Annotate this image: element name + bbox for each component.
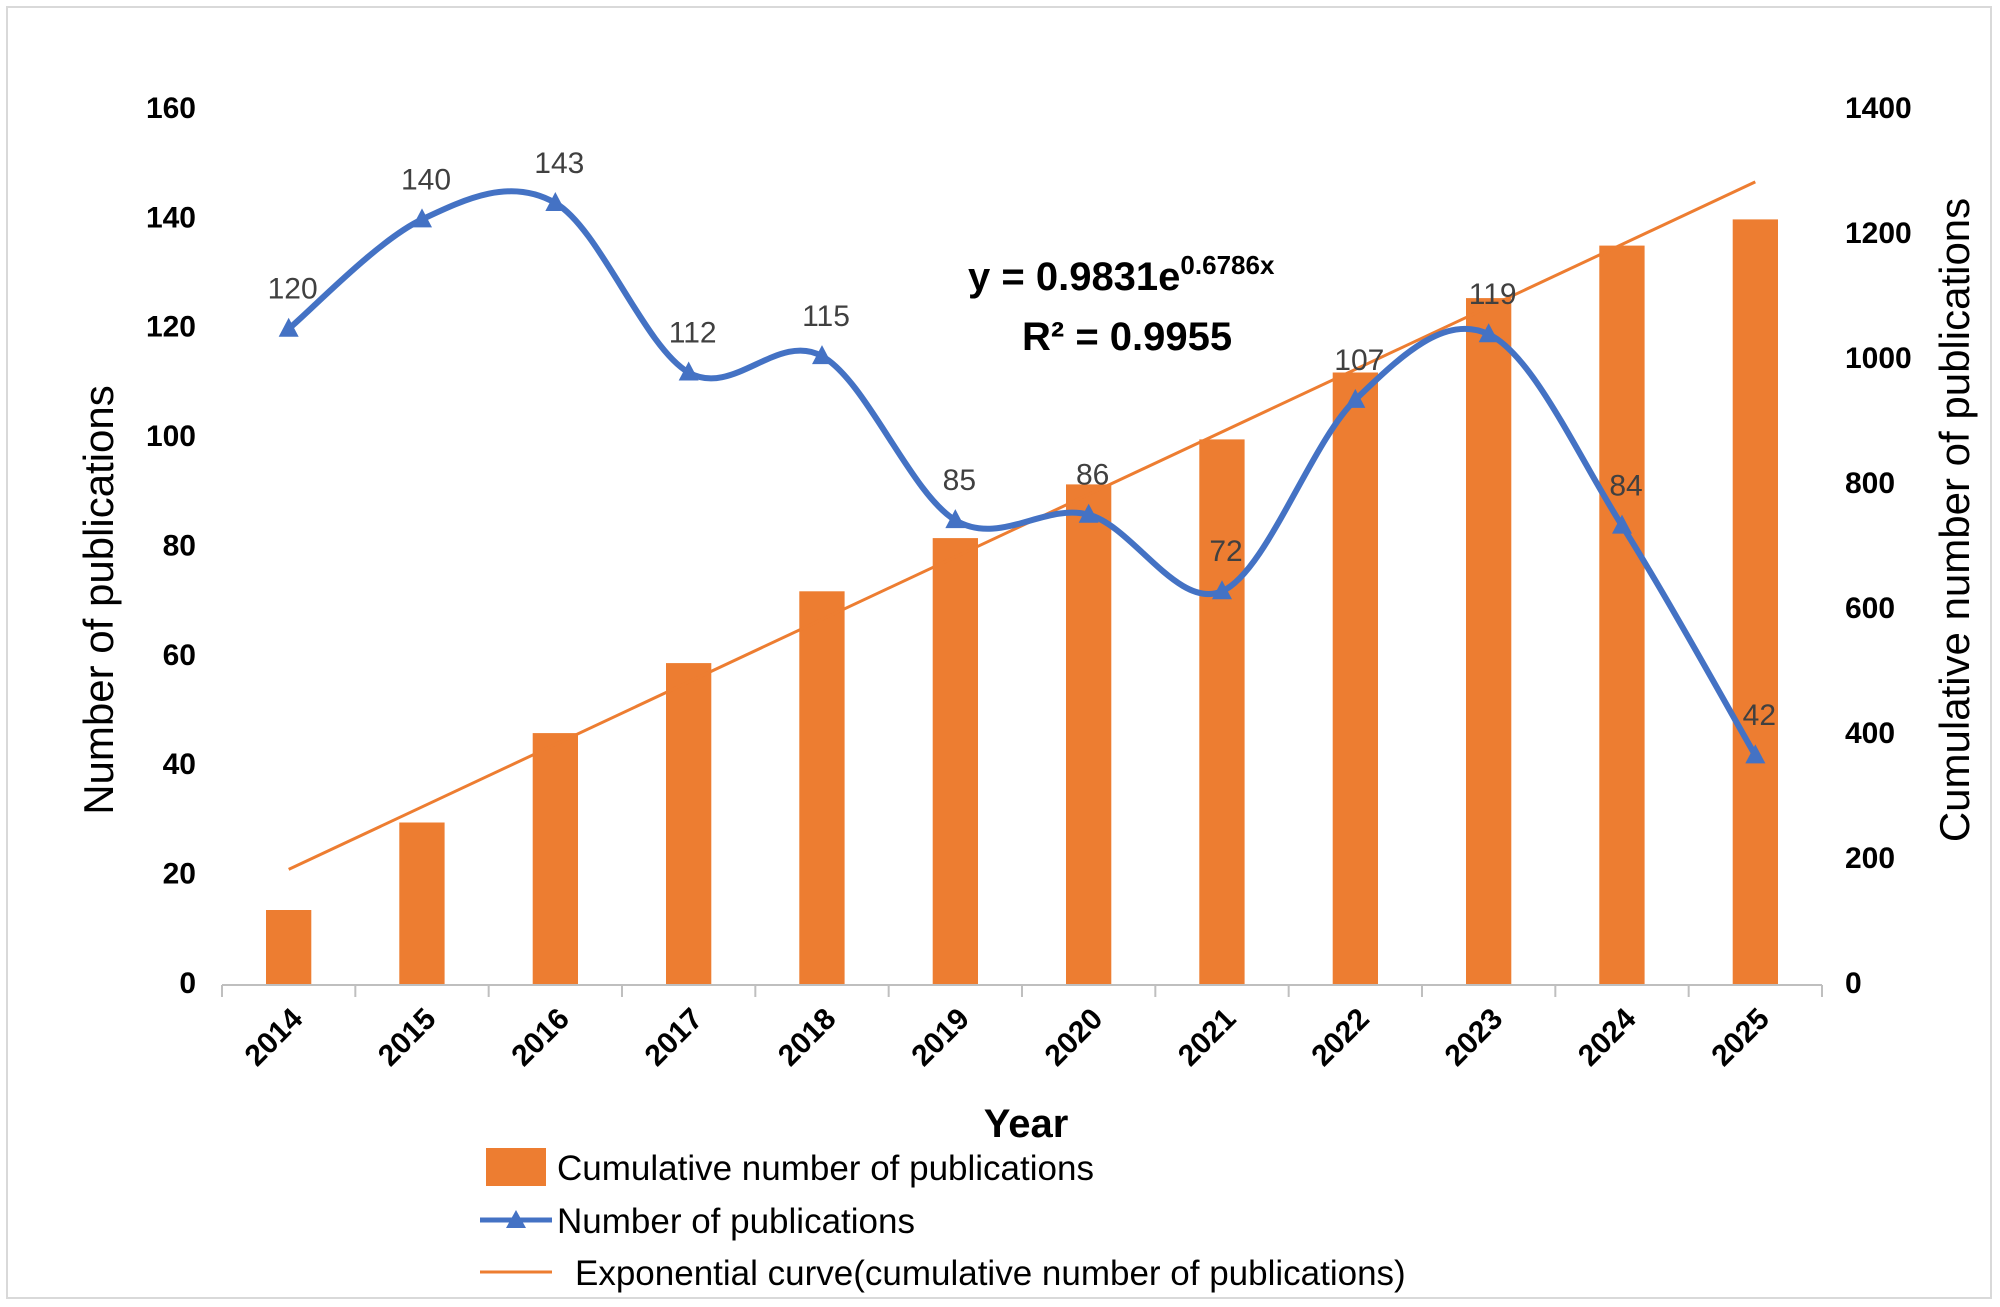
line-series bbox=[278, 188, 1766, 764]
x-tick-label-2025: 2025 bbox=[1705, 1002, 1776, 1073]
y-axis-title: Number of publications bbox=[75, 385, 122, 815]
y2-tick-label-400: 400 bbox=[1845, 717, 1895, 750]
bar-2023 bbox=[1466, 298, 1512, 986]
legend: Cumulative number of publications Number… bbox=[480, 1148, 1406, 1293]
y2-tick-label-1000: 1000 bbox=[1845, 342, 1912, 375]
data-label-2020: 86 bbox=[1076, 459, 1109, 492]
point-2021 bbox=[1212, 580, 1232, 600]
data-labels: 120 140 143 112 115 85 86 72 107 119 84 42 bbox=[268, 147, 1776, 732]
x-tick-label-2018: 2018 bbox=[772, 1002, 843, 1073]
point-2016 bbox=[545, 191, 566, 211]
x-tick-label-2022: 2022 bbox=[1305, 1002, 1376, 1073]
point-2025 bbox=[1745, 744, 1766, 764]
x-tick-label-2017: 2017 bbox=[639, 1002, 710, 1073]
data-label-2024: 84 bbox=[1609, 470, 1642, 503]
data-label-2025: 42 bbox=[1743, 699, 1776, 732]
point-2017 bbox=[678, 361, 699, 381]
x-tick-label-2014: 2014 bbox=[239, 1002, 310, 1073]
y2-tick-label-200: 200 bbox=[1845, 842, 1895, 875]
point-2023 bbox=[1478, 323, 1499, 343]
point-2015 bbox=[412, 208, 432, 228]
x-tick-label-2024: 2024 bbox=[1572, 1002, 1643, 1073]
x-tick-label-2021: 2021 bbox=[1172, 1002, 1243, 1073]
point-2014 bbox=[278, 317, 299, 337]
x-tick-label-2023: 2023 bbox=[1439, 1002, 1510, 1073]
bar-2014 bbox=[266, 910, 312, 985]
point-2024 bbox=[1612, 514, 1632, 534]
x-tick-label-2020: 2020 bbox=[1039, 1002, 1110, 1073]
equation-prefix: y = 0.9831e bbox=[968, 255, 1180, 299]
bar-2016 bbox=[532, 733, 578, 985]
legend-marker-triangle bbox=[506, 1210, 526, 1228]
legend-swatch-bars bbox=[486, 1148, 546, 1186]
y2-tick-label-0: 0 bbox=[1845, 967, 1862, 1000]
bar-2019 bbox=[932, 538, 978, 985]
y-tick-label-20: 20 bbox=[163, 858, 196, 891]
y-tick-label-100: 100 bbox=[146, 420, 196, 453]
chart-frame bbox=[6, 6, 1992, 1299]
bar-2018 bbox=[799, 591, 845, 986]
x-axis-title: Year bbox=[984, 1102, 1069, 1146]
bar-2020 bbox=[1066, 484, 1112, 985]
y-tick-label-80: 80 bbox=[163, 529, 196, 562]
data-label-2023: 119 bbox=[1469, 278, 1517, 311]
data-label-2015: 140 bbox=[401, 163, 451, 196]
data-label-2018: 115 bbox=[802, 300, 850, 333]
data-label-2022: 107 bbox=[1334, 344, 1384, 377]
y2-tick-label-800: 800 bbox=[1845, 467, 1895, 500]
point-2019 bbox=[945, 509, 966, 529]
bar-2017 bbox=[666, 663, 712, 985]
y2-tick-label-1200: 1200 bbox=[1845, 217, 1912, 250]
y-tick-label-140: 140 bbox=[146, 201, 196, 234]
y-tick-label-120: 120 bbox=[146, 311, 196, 344]
legend-label-bars: Cumulative number of publications bbox=[557, 1149, 1094, 1188]
legend-label-line: Number of publications bbox=[557, 1202, 915, 1241]
x-tick-label-2015: 2015 bbox=[372, 1002, 443, 1073]
y-tick-label-0: 0 bbox=[179, 967, 196, 1000]
trend-equation: y = 0.9831e0.6786x bbox=[968, 250, 1275, 299]
x-tick-label-2019: 2019 bbox=[905, 1002, 976, 1073]
y-tick-label-160: 160 bbox=[146, 92, 196, 125]
data-label-2016: 143 bbox=[534, 147, 584, 180]
bar-2024 bbox=[1599, 245, 1645, 986]
data-label-2017: 112 bbox=[669, 316, 717, 349]
x-tick-label-2016: 2016 bbox=[505, 1002, 576, 1073]
bar-2015 bbox=[399, 822, 445, 985]
bar-2021 bbox=[1199, 439, 1245, 985]
y2-tick-label-600: 600 bbox=[1845, 592, 1895, 625]
point-2022 bbox=[1345, 388, 1366, 408]
point-2020 bbox=[1078, 503, 1099, 523]
bar-2025 bbox=[1732, 219, 1778, 985]
r-squared: R² = 0.9955 bbox=[1022, 315, 1232, 359]
equation-exponent: 0.6786x bbox=[1180, 250, 1275, 280]
y2-axis-title: Cumulative number of publications bbox=[1931, 198, 1978, 842]
y2-tick-label-1400: 1400 bbox=[1845, 92, 1912, 125]
data-label-2014: 120 bbox=[268, 273, 318, 306]
y-tick-label-60: 60 bbox=[163, 639, 196, 672]
data-label-2021: 72 bbox=[1209, 535, 1242, 568]
bar-2022 bbox=[1332, 372, 1378, 985]
point-2018 bbox=[812, 345, 832, 365]
data-label-2019: 85 bbox=[943, 464, 976, 497]
legend-label-trend: Exponential curve(cumulative number of p… bbox=[575, 1254, 1406, 1293]
bars bbox=[266, 219, 1778, 986]
y-tick-label-40: 40 bbox=[163, 748, 196, 781]
